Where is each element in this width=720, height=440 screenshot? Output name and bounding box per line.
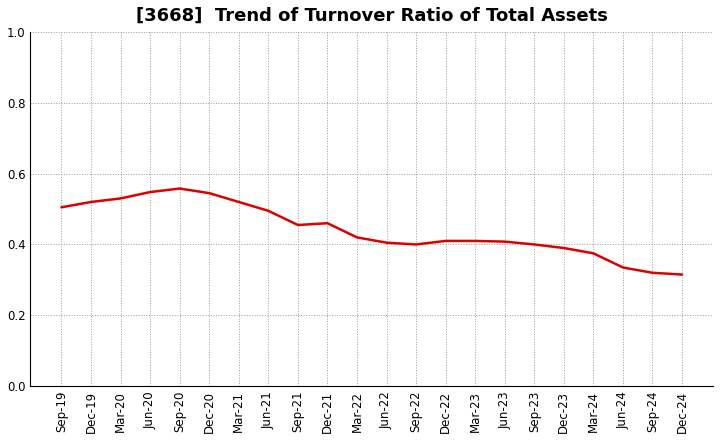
Title: [3668]  Trend of Turnover Ratio of Total Assets: [3668] Trend of Turnover Ratio of Total … (136, 7, 608, 25)
